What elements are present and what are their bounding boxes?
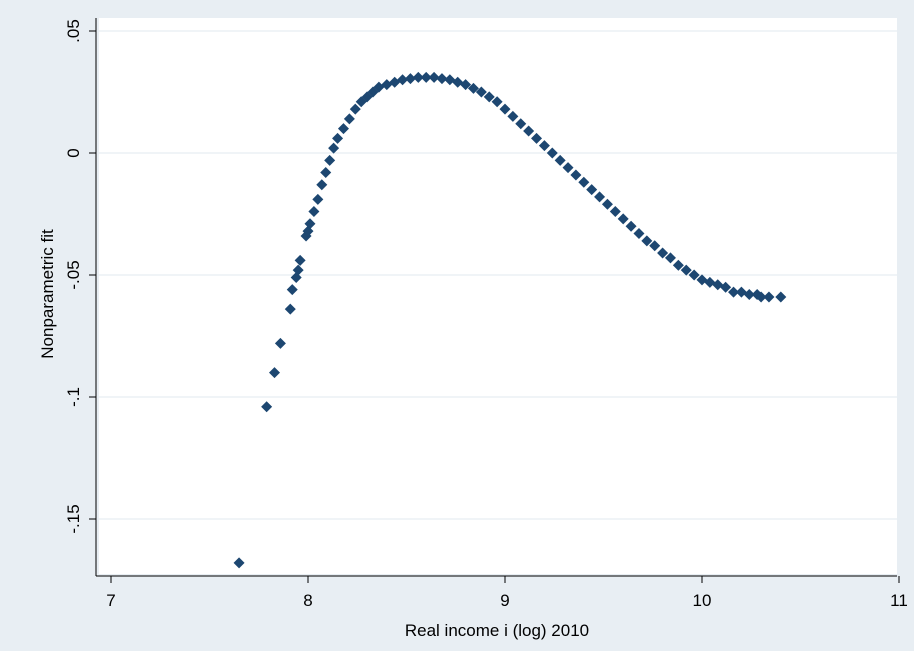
data-point [578, 176, 590, 188]
y-tick-label: .05 [64, 19, 83, 43]
axes [95, 18, 897, 577]
x-tick-label: 10 [693, 591, 712, 610]
data-point [332, 132, 344, 144]
data-points [233, 71, 787, 569]
data-point [523, 125, 535, 137]
data-point [538, 140, 550, 152]
data-point [775, 291, 787, 303]
y-tick-label: -.15 [64, 504, 83, 533]
x-tick-label: 9 [500, 591, 509, 610]
data-point [688, 269, 700, 281]
data-point [467, 82, 479, 94]
data-point [617, 213, 629, 225]
y-tick-label: -.05 [64, 260, 83, 289]
data-point [515, 118, 527, 130]
data-point [261, 401, 273, 413]
y-tick-label: -.1 [64, 387, 83, 407]
gridlines [99, 30, 897, 520]
data-point [491, 96, 503, 108]
x-axis-title: Real income i (log) 2010 [405, 621, 589, 640]
data-point [475, 86, 487, 98]
x-tick-label: 11 [890, 591, 908, 610]
data-point [586, 184, 598, 196]
data-point [304, 218, 316, 230]
data-point [436, 73, 448, 85]
data-point [570, 169, 582, 181]
y-axis-title: Nonparametric fit [38, 229, 57, 359]
data-point [664, 252, 676, 264]
data-point [343, 113, 355, 125]
data-point [507, 110, 519, 122]
y-tick-label: 0 [64, 148, 83, 157]
data-point [649, 240, 661, 252]
data-point [594, 191, 606, 203]
data-point [633, 228, 645, 240]
data-point [562, 162, 574, 174]
data-point [324, 154, 336, 166]
data-point [316, 179, 328, 191]
data-point [728, 286, 740, 298]
data-point [483, 91, 495, 103]
data-point [284, 303, 296, 315]
data-point [412, 71, 424, 83]
data-point [680, 264, 692, 276]
ticks: .05 0 -.05 -.1 -.15 7 8 9 10 11 [64, 19, 908, 610]
data-point [420, 71, 432, 83]
data-point [625, 220, 637, 232]
data-point [308, 206, 320, 218]
data-point [755, 291, 767, 303]
data-point [312, 193, 324, 205]
data-point [531, 132, 543, 144]
data-point [428, 71, 440, 83]
data-point [286, 284, 298, 296]
data-point [609, 206, 621, 218]
data-point [404, 73, 416, 85]
data-point [720, 281, 732, 293]
data-point [554, 154, 566, 166]
data-point [460, 79, 472, 91]
data-point [601, 198, 613, 210]
data-point [397, 74, 409, 86]
x-tick-label: 7 [106, 591, 115, 610]
data-point [337, 123, 349, 135]
data-point [292, 264, 304, 276]
data-point [349, 103, 361, 115]
data-point [657, 247, 669, 259]
data-point [274, 337, 286, 349]
data-point [269, 367, 281, 379]
data-point [672, 259, 684, 271]
data-point [763, 291, 775, 303]
x-tick-label: 8 [303, 591, 312, 610]
data-point [233, 557, 245, 569]
data-point [499, 103, 511, 115]
data-point [743, 289, 755, 301]
data-point [546, 147, 558, 159]
data-point [641, 235, 653, 247]
data-point [328, 142, 340, 154]
data-point [294, 254, 306, 266]
data-point [320, 167, 332, 179]
